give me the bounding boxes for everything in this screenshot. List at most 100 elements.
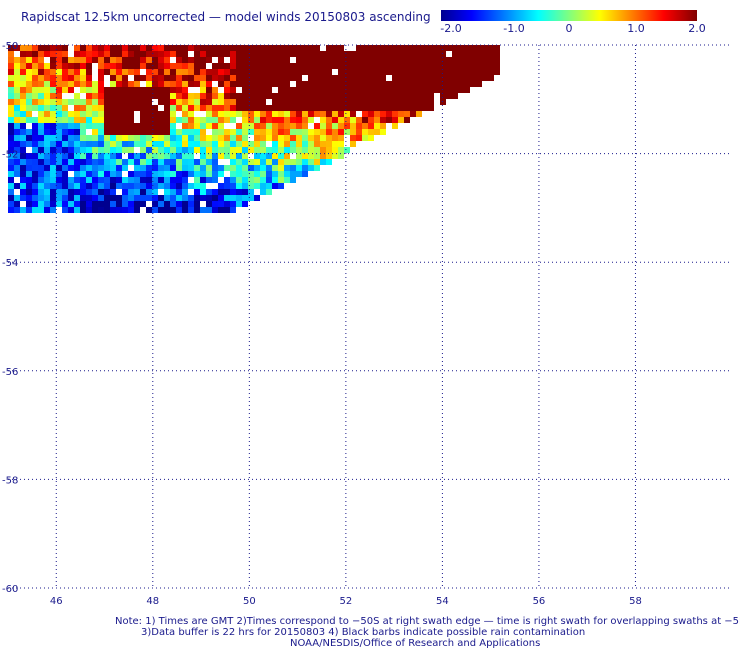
swath-cell: [344, 129, 350, 135]
swath-cell: [62, 81, 68, 87]
swath-cell: [308, 135, 314, 141]
swath-cell: [158, 201, 164, 207]
swath-cell: [62, 69, 68, 75]
swath-cell: [230, 87, 236, 93]
swath-cell: [332, 129, 338, 135]
swath-cell: [212, 69, 218, 75]
swath-cell: [146, 159, 152, 165]
swath-cell: [380, 129, 386, 135]
swath-cell: [194, 207, 200, 213]
swath-cell: [86, 75, 92, 81]
swath-cell: [128, 123, 134, 129]
swath-cell: [344, 63, 350, 69]
swath-cell: [302, 93, 308, 99]
lat-tick-label: -56: [2, 367, 18, 378]
swath-cell: [74, 93, 80, 99]
swath-cell: [62, 165, 68, 171]
swath-cell: [224, 69, 230, 75]
map-grid: [8, 44, 732, 589]
swath-cell: [368, 63, 374, 69]
swath-cell: [392, 87, 398, 93]
swath-cell: [272, 57, 278, 63]
swath-cell: [44, 63, 50, 69]
swath-cell: [104, 99, 110, 105]
swath-cell: [266, 81, 272, 87]
swath-cell: [44, 177, 50, 183]
swath-cell: [338, 63, 344, 69]
swath-cell: [296, 171, 302, 177]
swath-cell: [98, 177, 104, 183]
swath-cell: [38, 129, 44, 135]
swath-cell: [86, 57, 92, 63]
swath-cell: [206, 57, 212, 63]
swath-cell: [260, 153, 266, 159]
swath-cell: [110, 147, 116, 153]
swath-cell: [338, 123, 344, 129]
swath-cell: [386, 117, 392, 123]
colorbar-label-max: 2.0: [688, 22, 706, 35]
swath-cell: [182, 135, 188, 141]
swath-cell: [350, 135, 356, 141]
swath-cell: [278, 111, 284, 117]
swath-cell: [284, 63, 290, 69]
swath-cell: [170, 153, 176, 159]
swath-cell: [8, 195, 14, 201]
swath-cell: [308, 153, 314, 159]
swath-cell: [260, 141, 266, 147]
swath-cell: [182, 123, 188, 129]
swath-cell: [86, 81, 92, 87]
swath-cell: [62, 183, 68, 189]
swath-cell: [212, 141, 218, 147]
swath-cell: [44, 207, 50, 213]
swath-cell: [170, 201, 176, 207]
swath-cell: [416, 99, 422, 105]
swath-cell: [50, 177, 56, 183]
swath-cell: [50, 135, 56, 141]
swath-cell: [368, 93, 374, 99]
swath-cell: [404, 45, 410, 51]
swath-cell: [386, 105, 392, 111]
swath-cell: [224, 183, 230, 189]
swath-cell: [56, 63, 62, 69]
swath-cell: [458, 45, 464, 51]
swath-cell: [8, 207, 14, 213]
swath-cell: [344, 111, 350, 117]
swath-cell: [392, 93, 398, 99]
swath-cell: [110, 87, 116, 93]
swath-cell: [290, 99, 296, 105]
swath-cell: [26, 201, 32, 207]
swath-cell: [188, 207, 194, 213]
swath-cell: [392, 51, 398, 57]
swath-cell: [320, 111, 326, 117]
swath-cell: [404, 117, 410, 123]
swath-cell: [410, 87, 416, 93]
swath-cell: [122, 147, 128, 153]
swath-cell: [20, 141, 26, 147]
swath-cell: [212, 87, 218, 93]
swath-cell: [374, 87, 380, 93]
swath-cell: [236, 201, 242, 207]
swath-cell: [92, 123, 98, 129]
swath-cell: [74, 177, 80, 183]
swath-cell: [308, 69, 314, 75]
swath-cell: [278, 51, 284, 57]
swath-cell: [242, 171, 248, 177]
swath-cell: [92, 189, 98, 195]
swath-cell: [350, 141, 356, 147]
swath-cell: [314, 99, 320, 105]
swath-cell: [230, 183, 236, 189]
lon-tick-label: 56: [533, 596, 546, 607]
swath-cell: [74, 171, 80, 177]
swath-cell: [236, 135, 242, 141]
swath-cell: [92, 201, 98, 207]
swath-cell: [20, 183, 26, 189]
swath-cell: [458, 57, 464, 63]
swath-cell: [242, 99, 248, 105]
swath-cell: [8, 63, 14, 69]
swath-cell: [338, 111, 344, 117]
swath-cell: [248, 165, 254, 171]
swath-cell: [68, 141, 74, 147]
swath-cell: [266, 87, 272, 93]
swath-cell: [200, 87, 206, 93]
swath-cell: [86, 69, 92, 75]
